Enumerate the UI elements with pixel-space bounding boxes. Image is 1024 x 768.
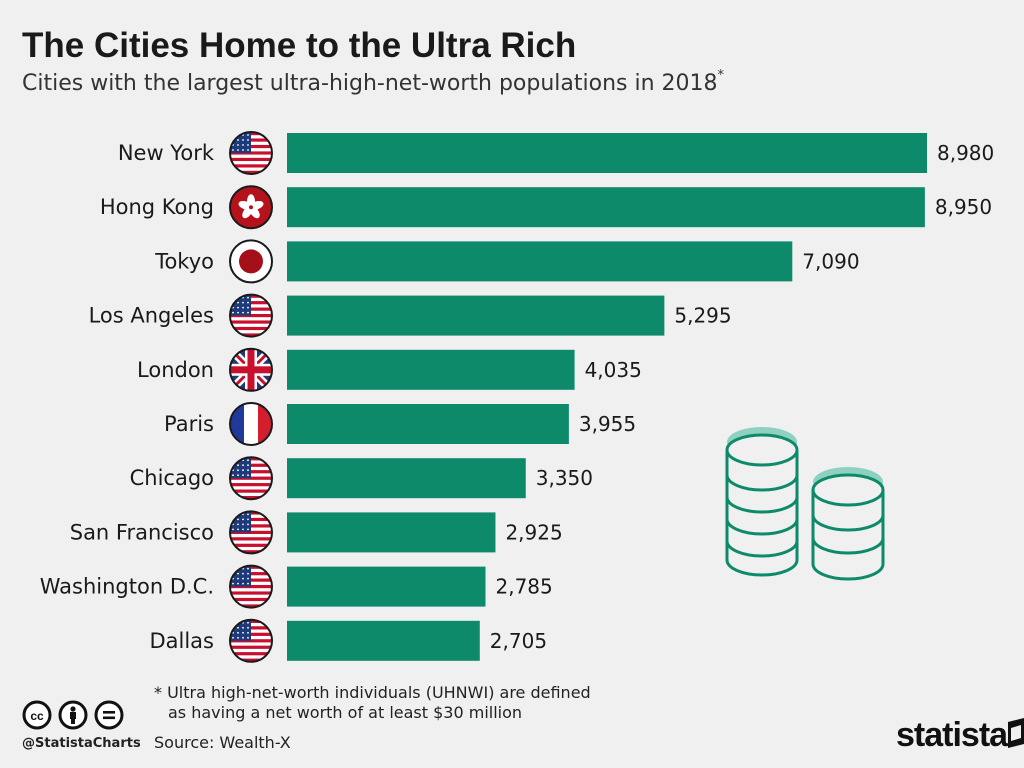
- no-derivatives-icon[interactable]: [94, 700, 124, 730]
- value-label: 2,785: [495, 575, 552, 599]
- us-flag-icon: [229, 618, 273, 663]
- us-flag-icon: [229, 564, 273, 609]
- bar-chart: New York 8,980 Hong Kong 8,950 Tokyo 7,090 Los…: [40, 131, 994, 663]
- bar: [287, 512, 496, 553]
- footnote-line-1: * Ultra high-net-worth individuals (UHNW…: [154, 683, 591, 702]
- us-flag-icon: [229, 510, 273, 555]
- coin-stacks-icon: [725, 427, 885, 581]
- chart-subtitle: Cities with the largest ultra-high-net-w…: [22, 68, 725, 96]
- svg-text:cc: cc: [30, 709, 44, 723]
- bar: [287, 404, 569, 444]
- value-label: 8,950: [935, 195, 992, 219]
- bar-row: Hong Kong 8,950: [100, 187, 992, 228]
- france-flag-icon: [229, 402, 273, 446]
- city-label: Chicago: [130, 466, 214, 490]
- bar-row: Chicago 3,350: [130, 458, 593, 499]
- japan-flag-icon: [229, 239, 273, 284]
- value-label: 3,350: [536, 466, 593, 490]
- footnote: * Ultra high-net-worth individuals (UHNW…: [154, 683, 591, 723]
- bar-row: Los Angeles 5,295: [89, 295, 732, 336]
- city-label: Los Angeles: [89, 304, 214, 328]
- bar: [287, 241, 793, 282]
- bar-row: Dallas 2,705: [149, 620, 547, 661]
- city-label: Tokyo: [154, 249, 214, 273]
- chart-rows: New York 8,980 Hong Kong 8,950 Tokyo 7,090 Los…: [40, 131, 994, 663]
- bar-row: Tokyo 7,090: [154, 241, 860, 282]
- bar-row: San Francisco 2,925: [70, 512, 563, 553]
- bar: [287, 620, 480, 661]
- bar-row: Washington D.C. 2,785: [40, 566, 553, 607]
- bar: [287, 458, 526, 499]
- bar-row: Paris 3,955: [164, 404, 636, 444]
- city-label: Paris: [164, 412, 214, 436]
- city-label: Hong Kong: [100, 195, 214, 219]
- statista-logo-icon: [1008, 718, 1024, 748]
- bar-row: New York 8,980: [118, 133, 994, 173]
- subtitle-footnote-mark: *: [717, 68, 725, 83]
- value-label: 2,925: [505, 520, 562, 544]
- bar: [287, 295, 665, 336]
- bar: [287, 133, 927, 173]
- value-label: 8,980: [937, 141, 994, 165]
- value-label: 4,035: [585, 358, 642, 382]
- statista-logo-text[interactable]: statista: [896, 716, 1008, 754]
- bar: [287, 187, 925, 228]
- bar: [287, 566, 486, 607]
- creative-commons-icon[interactable]: cc: [22, 700, 52, 730]
- city-label: Washington D.C.: [40, 575, 214, 599]
- us-flag-icon: [229, 456, 273, 501]
- value-label: 5,295: [674, 304, 731, 328]
- footnote-line-2: as having a net worth of at least $30 mi…: [168, 703, 523, 722]
- us-flag-icon: [229, 131, 273, 175]
- uk-flag-icon: [229, 347, 273, 392]
- city-label: London: [137, 358, 214, 382]
- city-label: Dallas: [149, 629, 214, 653]
- value-label: 2,705: [490, 629, 547, 653]
- social-handle[interactable]: @StatistaCharts: [22, 736, 141, 751]
- city-label: San Francisco: [70, 520, 214, 544]
- attribution-icon[interactable]: [58, 700, 88, 730]
- value-label: 3,955: [579, 412, 636, 436]
- bar: [287, 349, 575, 390]
- bar-row: London 4,035: [137, 349, 642, 390]
- license-icons: cc: [22, 700, 124, 730]
- subtitle-text: Cities with the largest ultra-high-net-w…: [22, 71, 718, 96]
- source-note: Source: Wealth-X: [154, 733, 291, 752]
- chart-title: The Cities Home to the Ultra Rich: [22, 26, 577, 65]
- hong-kong-flag-icon: [229, 185, 273, 230]
- us-flag-icon: [229, 293, 273, 338]
- value-label: 7,090: [802, 249, 859, 273]
- city-label: New York: [118, 141, 215, 165]
